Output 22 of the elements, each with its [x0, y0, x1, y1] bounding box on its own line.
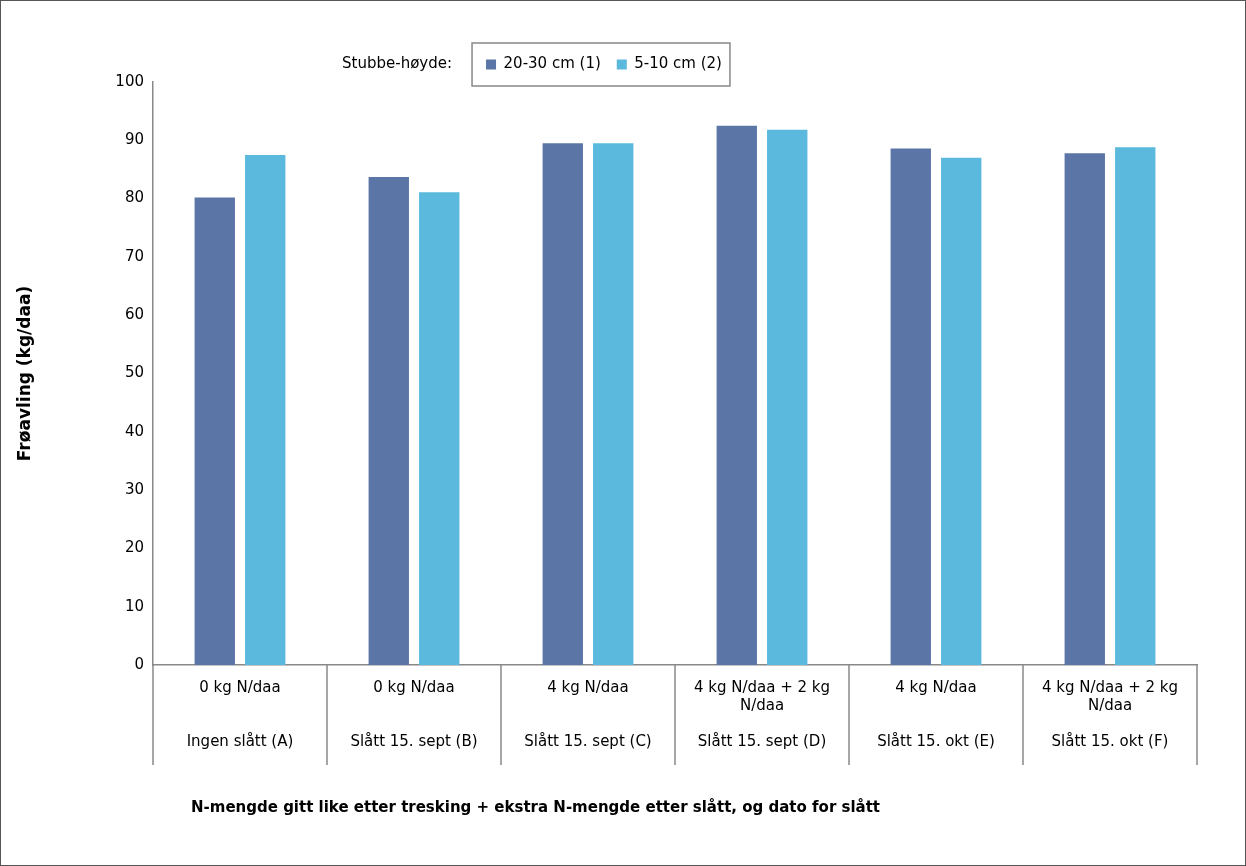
y-tick-label: 40 [124, 421, 144, 440]
category-label: 0 kg N/daa Ingen slått (A) [186, 677, 294, 750]
y-tick-label: 50 [124, 363, 144, 382]
y-tick-label: 10 [124, 596, 144, 615]
text: N-mengde gitt like etter tresking + ekstra N-mengde etter slått, og dato for slått [191, 797, 881, 816]
legend-label: 5-10 cm (2) [634, 54, 722, 73]
category-label: 4 kg N/daa Slått 15. okt (E) [877, 677, 995, 750]
category-label: 4 kg N/daa + 2 kg N/daa Slått 15. okt (F) [1041, 677, 1179, 750]
y-tick-label: 80 [124, 188, 144, 207]
y-tick-label: 30 [124, 479, 144, 498]
category-label: 4 kg N/daa Slått 15. sept (C) [524, 677, 652, 750]
category-label: 0 kg N/daa Slått 15. sept (B) [350, 677, 478, 750]
y-axis-title: Frøavling (kg/daa) [13, 285, 34, 462]
y-tick-label: 0 [134, 654, 144, 673]
y-tick-label: 60 [124, 305, 144, 324]
y-tick-label: 100 [115, 71, 144, 90]
legend-label: 20-30 cm (1) [503, 54, 601, 73]
legend-title: Stubbe-høyde: [342, 54, 453, 73]
category-label: 4 kg N/daa + 2 kg N/daa Slått 15. sept (D) [693, 677, 831, 750]
y-tick-label: 20 [124, 538, 144, 557]
y-tick-label: 70 [124, 246, 144, 265]
y-tick-label: 90 [124, 130, 144, 149]
